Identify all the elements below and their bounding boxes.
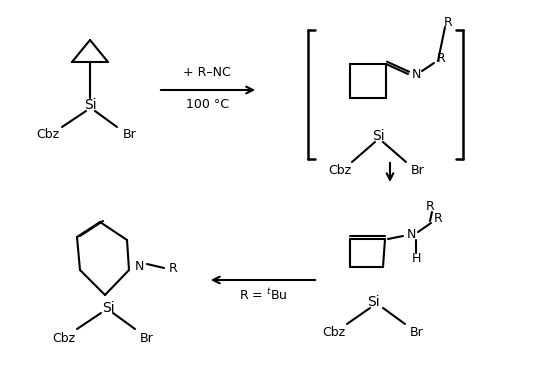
Text: N: N [135,261,144,273]
Text: Si: Si [372,129,385,143]
Text: R = $^t$Bu: R = $^t$Bu [239,287,287,303]
Text: Cbz: Cbz [322,326,346,340]
Text: R: R [434,211,443,224]
Text: Si: Si [84,98,96,112]
Text: R: R [437,52,445,64]
Text: R: R [168,262,177,274]
Text: + R–NC: + R–NC [183,66,231,78]
Text: Br: Br [140,331,154,345]
Text: Cbz: Cbz [53,331,75,345]
Text: R: R [444,15,452,29]
Text: Br: Br [411,164,425,178]
Text: Si: Si [102,301,114,315]
Text: Cbz: Cbz [37,129,60,141]
Text: Br: Br [123,129,137,141]
Text: N: N [406,228,416,242]
Text: Br: Br [410,326,424,340]
Text: N: N [411,69,421,81]
Text: Si: Si [366,295,379,309]
Text: Cbz: Cbz [328,164,352,178]
Text: 100 °C: 100 °C [185,98,229,112]
Text: H: H [411,253,421,265]
Text: R: R [426,201,434,213]
